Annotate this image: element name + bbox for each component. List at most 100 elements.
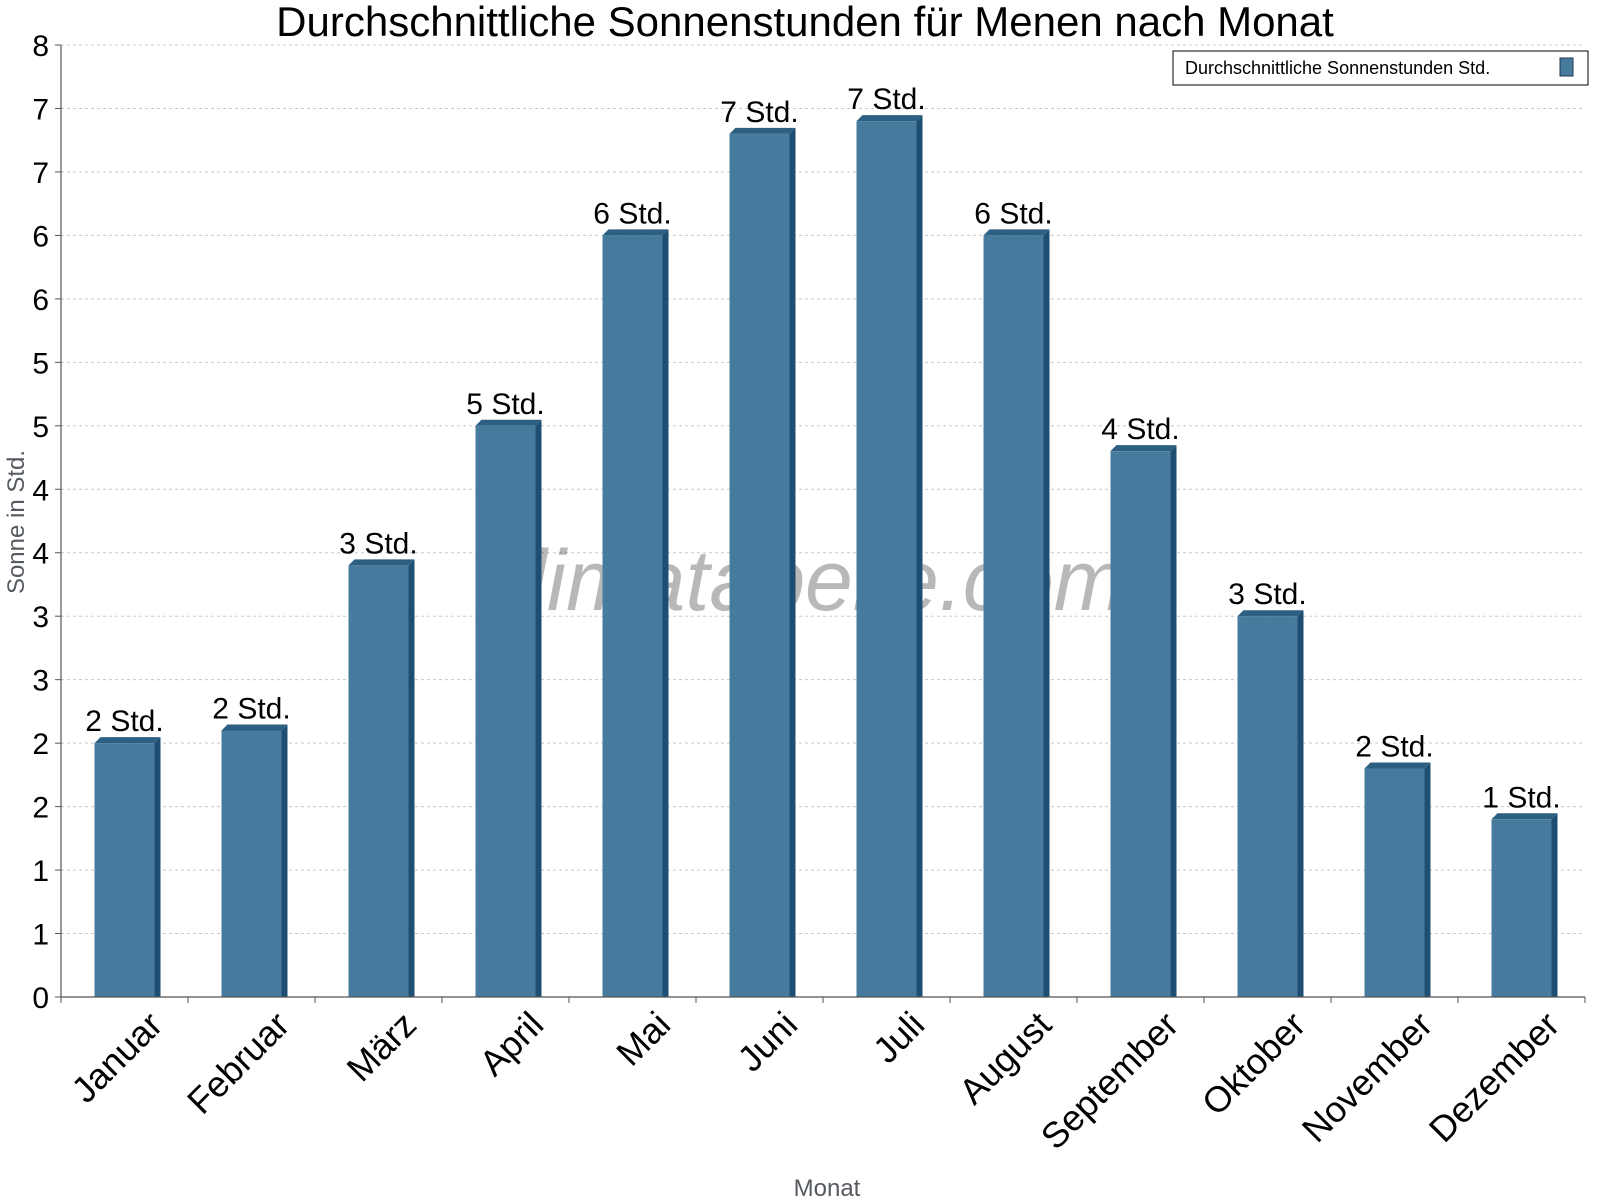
bar-oktober: [1237, 610, 1304, 997]
x-tick-label: November: [1294, 1004, 1440, 1150]
bar-november: [1364, 762, 1431, 997]
y-tick-label: 4: [32, 474, 49, 507]
y-tick-label: 1: [32, 919, 49, 952]
legend-label: Durchschnittliche Sonnenstunden Std.: [1185, 58, 1490, 78]
bar-januar: [94, 737, 161, 997]
y-tick-label: 5: [32, 411, 49, 444]
bar-side: [408, 559, 415, 997]
bar-side: [916, 115, 923, 997]
data-label: 3 Std.: [1228, 578, 1306, 611]
bar: [1237, 616, 1298, 997]
data-labels: 2 Std. 2 Std. 3 Std. 5 Std. 6 Std. 7 Std. 7 St…: [85, 83, 1560, 814]
bar: [729, 133, 790, 997]
y-tick-label: 6: [32, 284, 49, 317]
bar-side: [1551, 813, 1558, 997]
bar-side: [1297, 610, 1304, 997]
x-tick-label: Oktober: [1194, 1004, 1314, 1124]
y-tick-label: 5: [32, 347, 49, 380]
bar-märz: [348, 559, 415, 997]
bar-mai: [602, 229, 669, 997]
y-tick-label: 1: [32, 855, 49, 888]
bar-september: [1110, 445, 1177, 998]
data-label: 2 Std.: [1355, 731, 1433, 764]
bar-side: [662, 229, 669, 997]
bar-side: [154, 737, 161, 997]
bar: [475, 425, 536, 997]
bar-top: [856, 115, 923, 122]
x-tick-label: Januar: [63, 1004, 170, 1111]
bar-top: [729, 127, 796, 134]
y-tick-label: 8: [32, 30, 49, 63]
bar-august: [983, 229, 1050, 997]
data-label: 2 Std.: [85, 705, 163, 738]
data-label: 2 Std.: [212, 692, 290, 725]
legend-box: [1172, 50, 1589, 86]
data-label: 3 Std.: [339, 527, 417, 560]
bar: [221, 730, 282, 997]
legend: Durchschnittliche Sonnenstunden Std.: [1172, 50, 1589, 86]
chart-title: Durchschnittliche Sonnenstunden für Mene…: [276, 0, 1334, 45]
bar: [1110, 451, 1171, 998]
bar-juli: [856, 115, 923, 997]
bars: [94, 115, 1558, 998]
data-label: 6 Std.: [974, 197, 1052, 230]
bar: [983, 235, 1044, 997]
bar-top: [221, 724, 288, 731]
y-tick-label: 7: [32, 93, 49, 126]
x-tick-label: Februar: [179, 1004, 297, 1122]
y-tick-label: 7: [32, 157, 49, 190]
bar-top: [1110, 445, 1177, 452]
grid-lines: [61, 44, 1585, 935]
x-tick-label: März: [339, 1004, 425, 1090]
bar: [94, 743, 155, 997]
bar-side: [281, 724, 288, 997]
x-tick-label: Dezember: [1421, 1004, 1567, 1150]
bar-april: [475, 419, 542, 997]
bar: [1491, 819, 1552, 997]
bar-top: [1491, 813, 1558, 820]
data-label: 7 Std.: [847, 83, 925, 116]
bar-dezember: [1491, 813, 1558, 997]
bar-side: [535, 419, 542, 997]
y-tick-label: 3: [32, 601, 49, 634]
x-axis-label: Monat: [794, 1175, 861, 1200]
x-tick-label: Juli: [865, 1004, 932, 1071]
bar-top: [983, 229, 1050, 236]
y-tick-label: 0: [32, 982, 49, 1015]
data-label: 7 Std.: [720, 96, 798, 129]
x-tick-label: Mai: [608, 1004, 678, 1074]
y-tick-label: 3: [32, 665, 49, 698]
data-label: 1 Std.: [1482, 781, 1560, 814]
legend-swatch: [1559, 57, 1574, 77]
y-tick-label: 2: [32, 728, 49, 761]
x-tick-label: September: [1033, 1004, 1187, 1158]
y-tick-label: 4: [32, 538, 49, 571]
y-tick-label: 2: [32, 792, 49, 825]
bar: [348, 565, 409, 997]
bar-top: [1364, 762, 1431, 769]
bar-side: [789, 127, 796, 997]
bar: [1364, 768, 1425, 997]
bar: [856, 121, 917, 997]
bar-juni: [729, 127, 796, 997]
bar-top: [348, 559, 415, 566]
bar-side: [1170, 445, 1177, 998]
bar-side: [1043, 229, 1050, 997]
x-tick-label: April: [471, 1004, 551, 1084]
data-label: 4 Std.: [1101, 413, 1179, 446]
bar-top: [1237, 610, 1304, 617]
y-axis-label: Sonne in Std.: [3, 450, 30, 594]
bar-top: [475, 419, 542, 426]
bar-februar: [221, 724, 288, 997]
bar-top: [94, 737, 161, 744]
data-label: 6 Std.: [593, 197, 671, 230]
y-tick-label: 6: [32, 220, 49, 253]
bar-side: [1424, 762, 1431, 997]
bar: [602, 235, 663, 997]
data-label: 5 Std.: [466, 388, 544, 421]
x-tick-label: Juni: [729, 1004, 805, 1080]
bar-top: [602, 229, 669, 236]
x-tick-label: August: [951, 1004, 1059, 1112]
